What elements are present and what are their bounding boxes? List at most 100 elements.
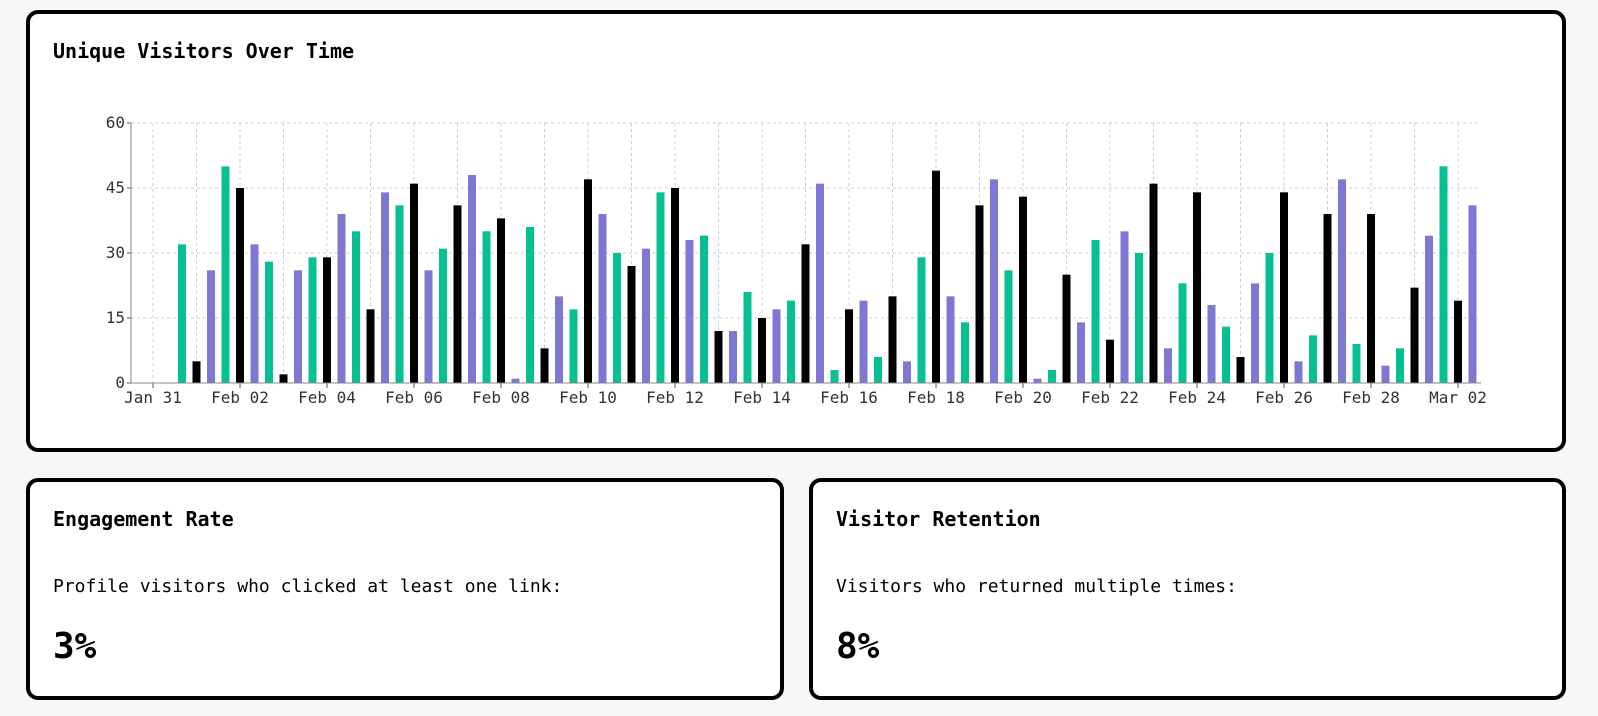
chart-bar [932,170,940,383]
x-tick-label: Feb 28 [1342,388,1400,407]
chart-bar [381,192,389,383]
retention-value: 8% [836,626,880,667]
chart-bar [395,205,404,383]
chart-bar [1135,253,1143,383]
chart-bar [294,270,302,383]
chart-axes: 0 15 30 45 60 Jan 31 Feb 02 Feb 04 Feb 06 Feb 08 F… [106,113,1487,407]
y-tick-label: 0 [115,373,125,392]
chart-bar [816,183,824,383]
chart-bar [859,300,868,383]
x-tick-label: Feb 12 [646,388,704,407]
chart-bar [1294,361,1303,383]
x-tick-label: Feb 04 [298,388,356,407]
chart-bar [323,257,331,383]
x-tick-label: Feb 26 [1255,388,1313,407]
chart-bar [990,179,998,383]
chart-bar [1439,166,1448,383]
chart-bar [366,309,375,383]
chart-bar [1033,378,1042,383]
retention-description: Visitors who returned multiple times: [836,576,1237,597]
chart-bar [1091,240,1100,383]
x-tick-label: Feb 08 [472,388,530,407]
chart-bar [1236,357,1245,383]
chart-bar [1178,283,1187,383]
chart-bar [888,296,897,383]
chart-bar [236,188,244,383]
chart-bar [1062,274,1071,383]
chart-bar [903,361,911,383]
chart-bar [207,270,215,383]
y-tick-label: 30 [106,243,125,262]
engagement-description: Profile visitors who clicked at least on… [53,576,563,597]
chart-bar [569,309,578,383]
chart-bar [279,374,288,383]
chart-bar [1309,335,1317,383]
chart-bar [729,331,737,383]
chart-bar [946,296,955,383]
chart-bar [526,227,534,383]
chart-bar [917,257,926,383]
chart-bar [453,205,462,383]
chart-bar [700,235,708,383]
chart-bar [1004,270,1013,383]
visitor-retention-card: Visitor Retention Visitors who returned … [809,478,1566,700]
chart-bar [1193,192,1201,383]
chart-title: Unique Visitors Over Time [53,39,355,63]
engagement-rate-card: Engagement Rate Profile visitors who cli… [26,478,784,700]
chart-bar [1280,192,1288,383]
chart-bar [1425,235,1433,383]
chart-bar [1367,214,1375,383]
chart-bar [743,292,752,383]
x-tick-label: Mar 02 [1429,388,1487,407]
chart-bar [511,378,520,383]
chart-bar [642,248,650,383]
engagement-title: Engagement Rate [53,507,234,531]
chart-bar [555,296,563,383]
chart-bar [685,240,694,383]
x-tick-label: Feb 14 [733,388,791,407]
x-tick-label: Feb 20 [994,388,1052,407]
chart-bar [221,166,230,383]
chart-bar [192,361,201,383]
chart-bar [845,309,853,383]
chart-bar [830,370,839,383]
x-tick-label: Feb 18 [907,388,965,407]
x-tick-label: Feb 10 [559,388,617,407]
chart-bar [975,205,984,383]
unique-visitors-chart: 0 15 30 45 60 Jan 31 Feb 02 Feb 04 Feb 06 Feb 08 F… [106,113,1487,407]
x-tick-label: Feb 02 [211,388,269,407]
y-tick-label: 60 [106,113,125,132]
chart-bar [1222,326,1230,383]
y-tick-label: 45 [106,178,125,197]
chart-bar [787,300,795,383]
chart-bar [1323,214,1332,383]
chart-bar [439,248,447,383]
chart-bar [1077,322,1085,383]
engagement-value: 3% [53,626,97,667]
chart-bar [598,214,607,383]
chart-bar [1149,183,1158,383]
chart-bar [874,357,882,383]
chart-bar [1251,283,1259,383]
chart-bar [1338,179,1346,383]
chart-bar [250,244,259,383]
chart-bar [1381,365,1390,383]
chart-bar [671,188,679,383]
chart-bar [613,253,621,383]
chart-bar [656,192,665,383]
chart-bar [410,183,418,383]
x-tick-label: Feb 06 [385,388,443,407]
chart-bar [1265,253,1274,383]
chart-bar [1019,196,1027,383]
retention-title: Visitor Retention [836,507,1041,531]
chart-bar [1207,305,1216,383]
chart-bar [482,231,491,383]
chart-bar [352,231,360,383]
x-tick-label: Feb 22 [1081,388,1139,407]
chart-bar [424,270,433,383]
chart-bar [801,244,810,383]
chart-bar [540,348,549,383]
unique-visitors-card: Unique Visitors Over Time 0 15 30 45 60 Jan 3… [26,10,1566,452]
chart-bar [627,266,636,383]
chart-bar [178,244,186,383]
